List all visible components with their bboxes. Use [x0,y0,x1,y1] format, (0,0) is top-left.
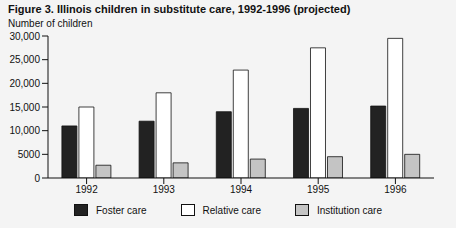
svg-text:25,000: 25,000 [9,54,40,65]
svg-text:1995: 1995 [307,184,330,195]
html-text:Number of children: Number of children [8,18,93,29]
svg-text:5000: 5000 [18,149,41,160]
html-text:Institution care: Institution care [316,204,382,216]
svg-text:15,000: 15,000 [9,102,40,113]
svg-text:1996: 1996 [384,184,407,195]
svg-text:1994: 1994 [230,184,253,195]
svg-text:0: 0 [34,173,40,184]
svg-text:1993: 1993 [153,184,176,195]
svg-text:20,000: 20,000 [9,78,40,89]
html-text:Relative care: Relative care [202,204,261,216]
svg-text:1992: 1992 [75,184,98,195]
svg-text:30,000: 30,000 [9,31,40,42]
html-text:Figure 3. Illinois children in: Figure 3. Illinois children in substitut… [8,3,351,15]
html-text:Foster care: Foster care [96,204,147,216]
svg-text:10,000: 10,000 [9,125,40,136]
